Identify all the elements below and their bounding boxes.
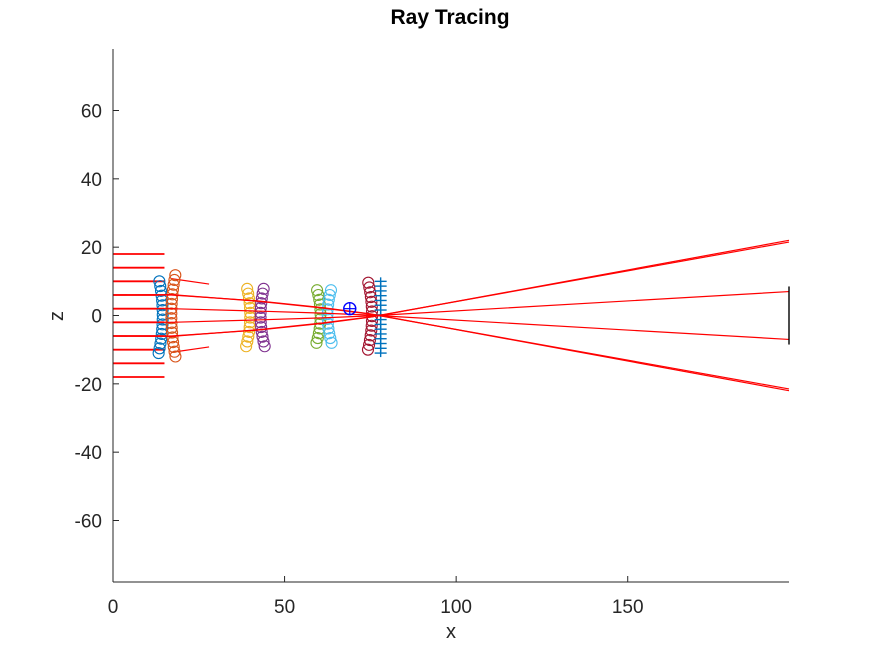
- plot-area: [112, 239, 790, 392]
- lens-surface-marker: [362, 338, 376, 351]
- lens-surface-marker: [311, 284, 324, 297]
- y-tick-label: 20: [81, 238, 102, 259]
- lens-surface-marker: [363, 334, 376, 347]
- lens-surface-marker: [361, 343, 375, 356]
- lens-surface-marker: [254, 306, 267, 319]
- lens-surface-marker: [156, 299, 169, 312]
- lens-surface-marker: [153, 342, 166, 355]
- lens-surface-marker: [324, 331, 337, 345]
- lens-surface: [152, 275, 169, 360]
- lens-surface-marker: [365, 319, 378, 332]
- y-tick-label: -20: [75, 375, 102, 396]
- lens-surface-marker: [168, 273, 181, 287]
- x-tick-label: 0: [108, 597, 119, 618]
- x-axis-label: x: [446, 621, 456, 643]
- x-tick-label: 100: [440, 597, 472, 618]
- lens-surface-marker: [257, 282, 270, 295]
- lens-surface-marker: [362, 276, 375, 289]
- y-tick-label: 60: [81, 102, 102, 123]
- lens-surface-marker: [153, 275, 166, 288]
- lens-surface-marker: [165, 312, 178, 325]
- lens-surface-marker: [166, 331, 179, 344]
- lens-surface-marker: [324, 284, 338, 297]
- x-tick-label: 150: [612, 597, 644, 618]
- lens-surface-marker: [244, 306, 257, 319]
- lens-surface-marker: [154, 337, 167, 350]
- lens-surface-marker: [255, 325, 268, 338]
- traced-ray: [112, 294, 790, 390]
- lens-surface-marker: [364, 329, 377, 342]
- traced-ray: [113, 308, 790, 341]
- lens-surface-marker: [325, 336, 338, 349]
- traced-ray: [112, 241, 790, 337]
- lens-surface-marker: [254, 301, 267, 315]
- lens-surface-marker: [256, 287, 269, 300]
- lens-surface-marker: [365, 295, 378, 308]
- lens-surface-marker: [242, 287, 255, 300]
- lens-surface-marker: [254, 311, 267, 324]
- lens-surface-marker: [258, 340, 271, 353]
- lens-surface-marker: [165, 307, 178, 320]
- lens-surface-marker: [154, 284, 168, 297]
- lens-surface-marker: [244, 311, 257, 324]
- lens-surface-marker: [167, 278, 180, 291]
- lens-surface-marker: [242, 292, 256, 305]
- lens-surface-marker: [255, 297, 268, 310]
- y-tick-label: -60: [75, 512, 102, 533]
- lens-surface-marker: [323, 327, 336, 340]
- y-axis-label: z: [46, 311, 68, 321]
- lens-surface: [165, 269, 182, 363]
- lens-surface-marker: [310, 336, 323, 349]
- lens-surface-marker: [154, 280, 167, 293]
- lens-surface-marker: [323, 288, 336, 302]
- lens-surface-marker: [165, 316, 178, 330]
- lens-surface-marker: [167, 340, 180, 353]
- lens-surface-marker: [165, 326, 179, 339]
- lens-surface-marker: [152, 347, 165, 360]
- lens-surface-marker: [165, 297, 178, 310]
- traced-ray: [113, 290, 790, 323]
- traced-ray: [113, 294, 790, 392]
- lens-surface-marker: [241, 335, 254, 348]
- lens-surface-marker: [165, 293, 179, 306]
- lens-surface-marker: [365, 300, 378, 313]
- lens-surface-marker: [156, 308, 169, 321]
- lens-surface-marker: [156, 313, 169, 326]
- lens-surface-marker: [363, 281, 376, 294]
- x-tick-label: 50: [274, 597, 295, 618]
- lens-surface-marker: [243, 297, 256, 310]
- lens-surface-marker: [322, 298, 335, 311]
- y-axis-ticks: -60 -40 -20 0 20 40 60: [75, 102, 119, 533]
- lens-surface-marker: [256, 330, 269, 343]
- lens-surface-marker: [168, 345, 181, 358]
- lens-surface: [374, 277, 387, 358]
- lens-surface-marker: [364, 290, 377, 304]
- lens-surface-marker: [365, 324, 378, 337]
- lens-surface-marker: [169, 269, 182, 282]
- lens-surface-marker: [312, 327, 325, 340]
- lens-surface-marker: [257, 335, 270, 348]
- lens-surface-marker: [255, 292, 268, 305]
- y-tick-label: 40: [81, 170, 102, 191]
- chart-title: Ray Tracing: [390, 6, 509, 29]
- lens-surface-marker: [322, 293, 335, 306]
- lens-surface-marker: [156, 303, 169, 317]
- traced-ray: [113, 239, 790, 337]
- lens-surface-marker: [364, 286, 377, 299]
- lens-surface: [240, 282, 257, 353]
- lens-surface-marker: [240, 340, 253, 353]
- lens-surface-marker: [254, 316, 267, 329]
- lens-surface-marker: [255, 321, 268, 334]
- y-tick-label: 0: [91, 307, 102, 328]
- lens-surface-marker: [169, 350, 182, 363]
- lens-surface-marker: [241, 282, 254, 295]
- x-axis-ticks: 0 50 100 150: [108, 576, 644, 618]
- lens-surface: [254, 282, 271, 353]
- lens-surface: [321, 284, 338, 349]
- deflected-ray: [171, 278, 210, 285]
- lens-surface-marker: [243, 325, 256, 338]
- y-tick-label: -40: [75, 443, 102, 464]
- lens-surface-marker: [311, 331, 324, 345]
